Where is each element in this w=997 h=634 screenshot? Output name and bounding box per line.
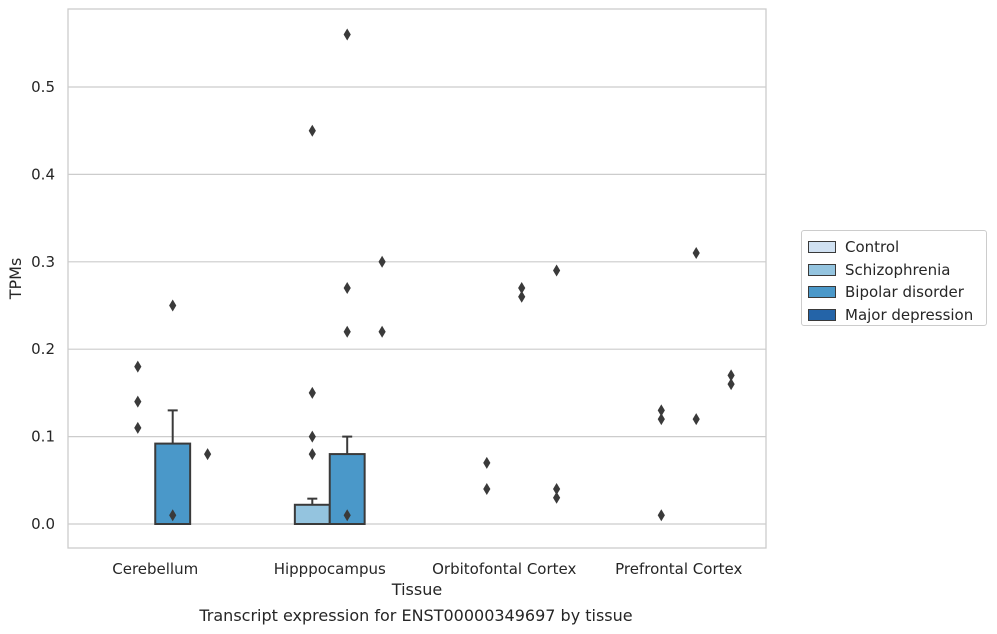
- outlier-point: [657, 404, 665, 417]
- legend-swatch-major-depression: [808, 308, 836, 321]
- tick-labels: 0.0 0.1 0.2 0.3 0.4 0.5 Cerebellum Hipppocampus…: [31, 78, 742, 578]
- plot-frame: [67, 8, 767, 549]
- outlier-point: [378, 325, 386, 338]
- y-tick-label: 0.1: [31, 428, 55, 446]
- y-tick-label: 0.2: [31, 340, 55, 358]
- outlier-point: [169, 509, 177, 522]
- legend-item: Bipolar disorder: [808, 281, 986, 304]
- outlier-point: [343, 282, 351, 295]
- legend-label-major-depression: Major depression: [845, 305, 974, 324]
- y-tick-label: 0.3: [31, 253, 55, 271]
- outlier-point: [204, 448, 212, 461]
- y-tick-label: 0.5: [31, 78, 55, 96]
- legend-swatch-control: [808, 241, 836, 254]
- outlier-point: [692, 413, 700, 426]
- outlier-point: [518, 290, 526, 303]
- chart-caption: Transcript expression for ENST0000034969…: [199, 606, 633, 625]
- legend-swatch-bipolar-disorder: [808, 286, 836, 299]
- x-tick-label: Hipppocampus: [274, 560, 386, 578]
- legend-item: Major depression: [808, 304, 986, 327]
- legend-label-schizophrenia: Schizophrenia: [845, 260, 951, 279]
- bar: [293, 503, 331, 526]
- legend-label-control: Control: [845, 238, 900, 257]
- legend: Control Schizophrenia Bipolar disorder M…: [801, 230, 987, 326]
- outlier-point: [169, 299, 177, 312]
- bars: [154, 409, 366, 526]
- outlier-point: [657, 509, 665, 522]
- outlier-points: [134, 28, 735, 522]
- legend-label-bipolar-disorder: Bipolar disorder: [845, 283, 964, 302]
- x-tick-label: Prefrontal Cortex: [615, 560, 742, 578]
- grid-lines: [68, 86, 766, 525]
- outlier-point: [553, 483, 561, 496]
- outlier-point: [308, 386, 316, 399]
- outlier-point: [692, 247, 700, 260]
- outlier-point: [343, 509, 351, 522]
- outlier-point: [657, 413, 665, 426]
- outlier-point: [343, 325, 351, 338]
- x-tick-label: Orbitofontal Cortex: [432, 560, 576, 578]
- legend-item: Schizophrenia: [808, 259, 986, 282]
- outlier-point: [553, 491, 561, 504]
- outlier-point: [308, 448, 316, 461]
- y-axis-label: TPMs: [6, 258, 25, 301]
- legend-swatch-schizophrenia: [808, 263, 836, 276]
- x-axis-label: Tissue: [391, 580, 442, 599]
- outlier-point: [483, 456, 491, 469]
- outlier-point: [134, 360, 142, 373]
- outlier-point: [134, 395, 142, 408]
- legend-item: Control: [808, 236, 986, 259]
- x-tick-label: Cerebellum: [112, 560, 198, 578]
- outlier-point: [727, 369, 735, 382]
- y-tick-label: 0.0: [31, 515, 55, 533]
- outlier-point: [378, 255, 386, 268]
- outlier-point: [308, 124, 316, 137]
- outlier-point: [727, 378, 735, 391]
- outlier-point: [483, 483, 491, 496]
- outlier-point: [518, 282, 526, 295]
- y-tick-label: 0.4: [31, 165, 55, 183]
- outlier-point: [553, 264, 561, 277]
- outlier-point: [308, 430, 316, 443]
- outlier-point: [134, 421, 142, 434]
- outlier-point: [343, 28, 351, 41]
